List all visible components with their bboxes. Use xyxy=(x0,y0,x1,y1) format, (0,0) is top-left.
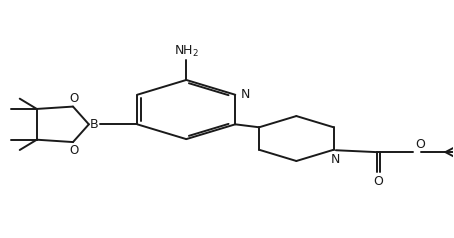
Text: O: O xyxy=(374,175,383,188)
Text: B: B xyxy=(90,118,99,131)
Text: O: O xyxy=(70,144,79,157)
Text: O: O xyxy=(70,92,79,105)
Text: O: O xyxy=(415,138,425,151)
Text: NH$_2$: NH$_2$ xyxy=(174,44,199,59)
Text: N: N xyxy=(331,153,340,166)
Text: N: N xyxy=(241,88,251,100)
